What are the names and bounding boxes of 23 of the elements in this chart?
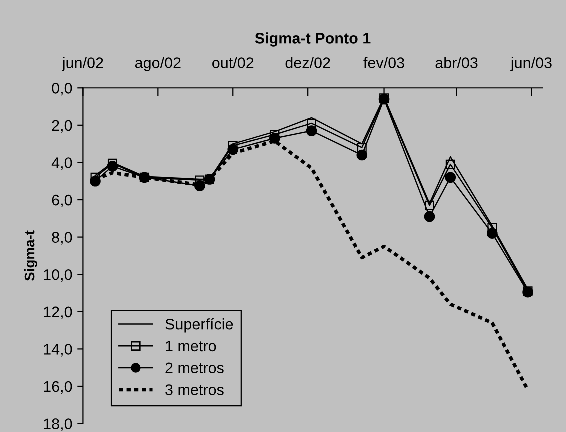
- x-tick-label: ago/02: [135, 57, 181, 72]
- chart-title: Sigma-t Ponto 1: [255, 32, 371, 47]
- x-tick-label: out/02: [212, 57, 254, 68]
- x-tick-label: jun/02: [62, 57, 104, 72]
- legend-label: Superfície: [166, 318, 234, 333]
- y-tick-label: 2,0: [52, 120, 72, 133]
- y-tick-label: 16,0: [44, 381, 72, 394]
- x-tick-label: jun/03: [510, 57, 552, 72]
- y-tick-label: 12,0: [44, 306, 72, 320]
- legend-label: 1 metro: [166, 341, 216, 352]
- y-tick-label: 10,0: [44, 269, 72, 282]
- y-tick-label: 4,0: [52, 158, 72, 170]
- x-tick-label: fev/03: [364, 57, 404, 68]
- legend-label: 3 metros: [166, 384, 224, 396]
- legend-label: 2 metros: [166, 362, 224, 374]
- y-axis-title: Sigma-t: [24, 230, 38, 282]
- x-tick-label: abr/03: [436, 57, 478, 68]
- y-tick-label: 8,0: [52, 232, 72, 245]
- y-tick-label: 6,0: [52, 194, 72, 208]
- y-tick-label: 14,0: [44, 344, 72, 357]
- y-tick-label: 0,0: [52, 82, 72, 96]
- x-tick-label: dez/02: [286, 57, 330, 68]
- y-tick-label: 18,0: [44, 418, 72, 432]
